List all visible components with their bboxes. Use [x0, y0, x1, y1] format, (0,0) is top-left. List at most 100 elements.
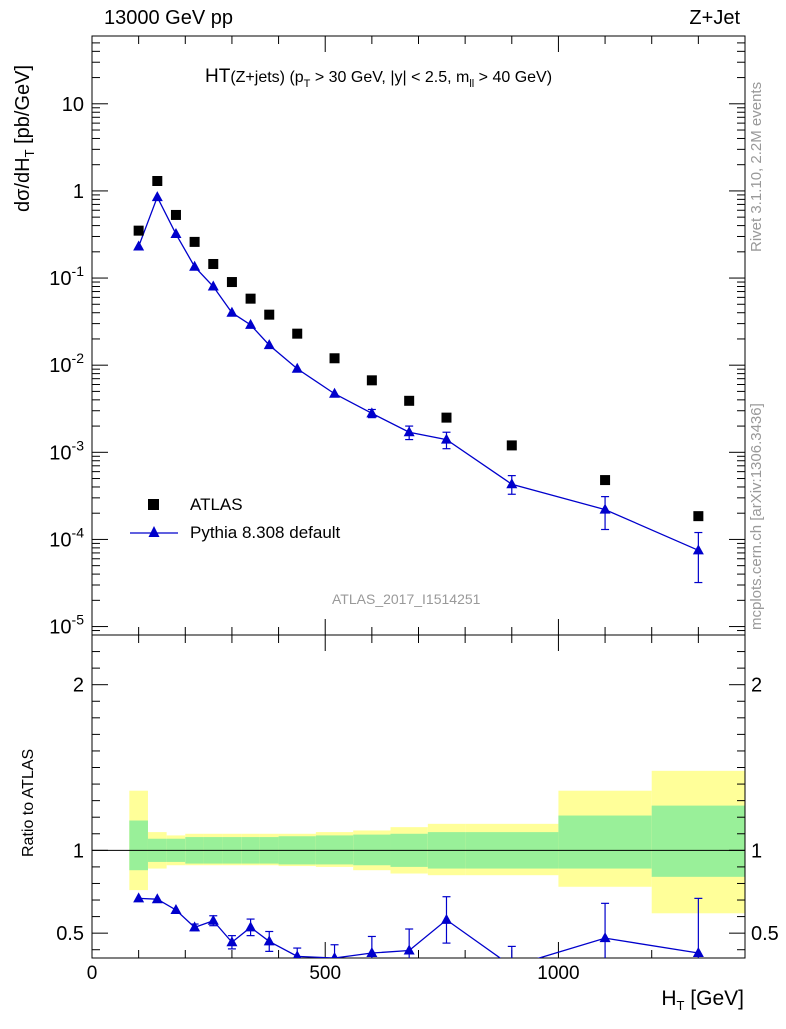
ratio-y-tick-label: 1	[73, 840, 84, 862]
main-y-ticks	[92, 35, 745, 636]
data-marker	[292, 328, 303, 339]
ratio-marker	[366, 947, 378, 958]
mc-marker	[207, 280, 219, 291]
mc-line	[138, 195, 699, 551]
ratio-marker	[226, 936, 238, 947]
data-series	[133, 175, 704, 522]
mc-marker	[189, 260, 201, 271]
ratio-line	[138, 897, 699, 958]
main-y-tick-label: 10-3	[49, 437, 84, 464]
x-tick-label: 1000	[537, 963, 579, 984]
ratio-marker	[293, 950, 302, 958]
ratio-ylabel: Ratio to ATLAS	[20, 748, 37, 857]
mc-marker	[692, 544, 704, 555]
ratio-marker	[263, 935, 275, 946]
legend-data-label: ATLAS	[190, 495, 243, 514]
plot-title-cuts-c: > 40 GeV)	[474, 69, 553, 86]
legend-data-marker	[148, 499, 159, 510]
data-marker	[404, 395, 415, 406]
ratio-marker	[170, 903, 182, 914]
data-marker	[226, 277, 237, 288]
ratio-marker	[151, 893, 163, 904]
mc-marker	[245, 318, 257, 329]
data-marker	[693, 511, 704, 522]
data-marker	[152, 175, 163, 186]
main-ylabel-sub: T	[22, 149, 37, 158]
mc-marker	[599, 503, 611, 514]
main-y-tick-label-exp: -1	[72, 263, 85, 279]
plot-title-cuts-b: > 30 GeV, |y| < 2.5, m	[310, 69, 470, 86]
main-y-tick-label-exp: -2	[72, 350, 85, 366]
rivet-label: Rivet 3.1.10, 2.2M events	[748, 81, 765, 252]
plot-title-cuts-a-sub: T	[303, 77, 311, 90]
mc-marker	[133, 240, 145, 251]
main-ylabel-unit: [pb/GeV]	[12, 64, 34, 150]
data-marker	[245, 293, 256, 304]
mc-marker	[263, 339, 275, 350]
ratio-marker	[189, 921, 201, 932]
ratio-y-tick-label-right: 1	[751, 840, 762, 862]
ratio-marker	[440, 913, 452, 924]
plot-title-cuts-b-sub: ll	[469, 77, 475, 90]
x-axis-label-unit: [GeV]	[684, 987, 744, 1010]
data-marker	[264, 309, 275, 320]
main-y-tick-label: 10-4	[49, 524, 84, 551]
x-tick-label: 500	[309, 963, 341, 984]
mc-marker	[170, 228, 182, 239]
x-axis-label-text: H	[661, 987, 677, 1010]
process-label: Z+Jet	[689, 7, 740, 29]
mc-marker	[226, 306, 238, 317]
x-tick-label: 0	[87, 963, 98, 984]
mc-marker	[506, 478, 518, 489]
main-ylabel-text: dσ/dH	[12, 157, 34, 212]
ratio-marker	[331, 952, 338, 958]
data-marker	[133, 225, 144, 236]
ratio-bands	[92, 770, 745, 914]
main-y-tick-label-base: 10	[49, 442, 71, 464]
ratio-y-tick-label: 0.5	[56, 923, 84, 945]
mc-marker	[291, 362, 303, 373]
main-y-tick-label-exp: -3	[72, 437, 85, 453]
x-axis-label: HT [GeV]	[661, 987, 744, 1013]
data-marker	[366, 375, 377, 386]
data-marker	[170, 209, 181, 220]
plot-title-cuts-a: (p	[285, 69, 304, 86]
main-y-tick-label-base: 10	[49, 268, 71, 290]
main-y-tick-label: 10-5	[49, 612, 84, 639]
ratio-marker	[692, 947, 704, 958]
ratio-y-tick-label-right: 0.5	[751, 923, 779, 945]
main-y-tick-label-exp: -4	[72, 524, 85, 540]
main-frame	[91, 35, 746, 636]
mc-marker	[151, 191, 163, 202]
mc-marker	[366, 407, 378, 418]
data-marker	[189, 236, 200, 247]
main-y-tick-label-exp: -5	[72, 612, 85, 628]
energy-label: 13000 GeV pp	[104, 7, 233, 29]
main-y-tick-label-base: 10	[49, 355, 71, 377]
mc-marker	[440, 433, 452, 444]
ratio-marker	[133, 892, 145, 903]
plot-title-sub: (Z+jets)	[230, 69, 285, 86]
data-marker	[208, 258, 219, 269]
main-y-tick-label: 1	[73, 181, 84, 203]
mc-series	[133, 191, 704, 584]
x-axis-label-sub: T	[676, 998, 685, 1014]
main-y-tick-label-base: 10	[49, 529, 71, 551]
main-y-tick-label: 10-2	[49, 350, 84, 377]
analysis-watermark: ATLAS_2017_I1514251	[332, 591, 481, 607]
ratio-marker	[506, 960, 517, 970]
legend-symbols	[130, 499, 178, 537]
ratio-y-ticks	[92, 634, 745, 951]
data-marker	[506, 440, 517, 451]
data-marker	[329, 353, 340, 364]
ratio-marker	[599, 932, 611, 943]
ratio-marker	[403, 944, 415, 955]
main-y-tick-label: 10	[62, 94, 84, 116]
main-y-tick-label: 10-1	[49, 263, 84, 290]
ratio-y-tick-label: 2	[73, 675, 84, 697]
inner-band-bin	[129, 820, 148, 871]
inner-band-bin	[558, 815, 652, 869]
ratio-y-tick-label-right: 2	[751, 675, 762, 697]
legend-mc-label: Pythia 8.308 default	[190, 523, 341, 542]
